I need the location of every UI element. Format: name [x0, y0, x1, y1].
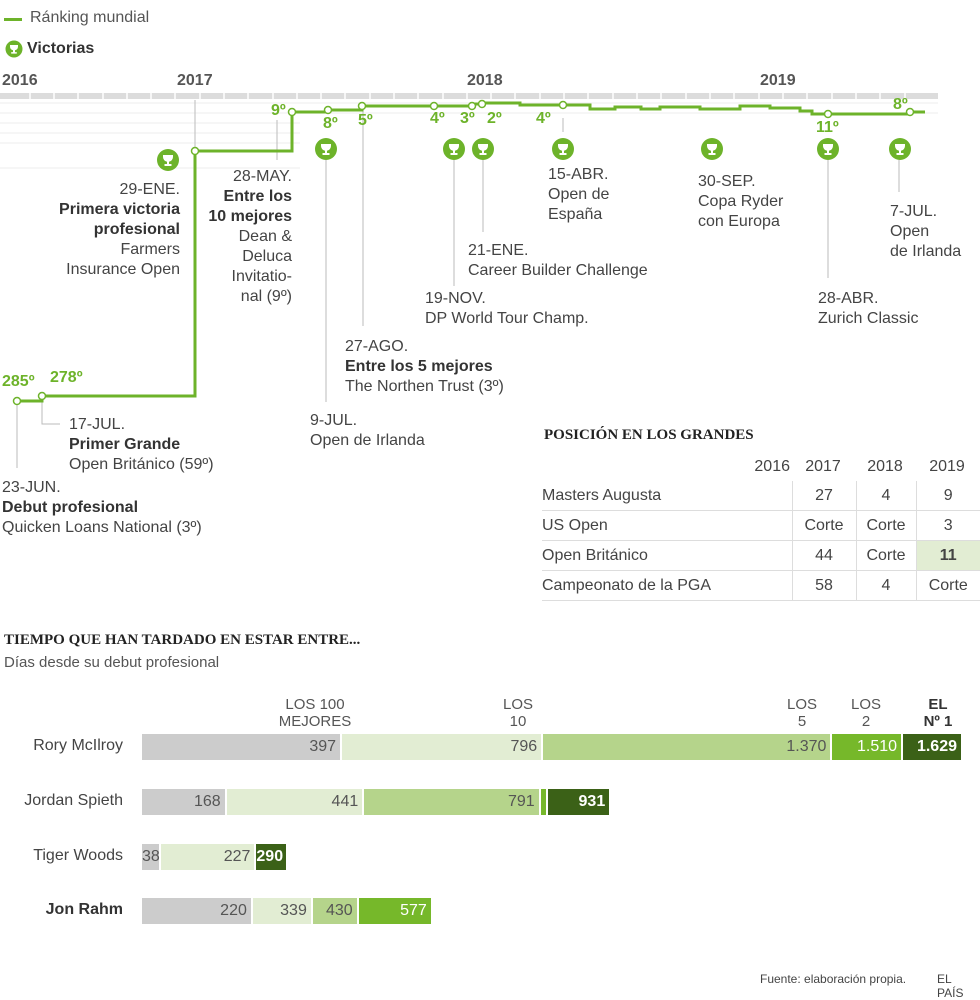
table-row: Open Británico 44 Corte 11	[542, 540, 980, 571]
event-open-espana: 15-ABR. Open de España	[548, 166, 610, 223]
trophy-icon	[5, 40, 23, 58]
milestone-label: LOS 100 MEJORES	[278, 696, 352, 730]
bar-segment: 1.510	[832, 734, 904, 760]
month-bar	[0, 93, 938, 99]
event-open-irlanda-2019: 7-JUL. Open de Irlanda	[890, 203, 962, 260]
rank-label: 278º	[50, 369, 83, 386]
event-ryder-cup: 30-SEP. Copa Ryder con Europa	[698, 173, 784, 230]
event-debut: 23-JUN. Debut profesional Quicken Loans Na…	[2, 479, 202, 536]
bar-segment: 290	[256, 844, 289, 870]
ranking-legend-label: Ránking mundial	[30, 9, 150, 26]
grandes-table: 2016 2017 2018 2019 Masters Augusta 27 4 9…	[542, 452, 980, 601]
brand-label: EL PAÍS	[937, 972, 964, 1000]
source-note: Fuente: elaboración propia.	[760, 972, 907, 986]
player-name: Tiger Woods	[33, 847, 123, 864]
rank-label: 285º	[2, 373, 35, 390]
rank-label: 8º	[893, 96, 908, 113]
player-name: Jordan Spieth	[24, 792, 123, 809]
col-year: 2017	[805, 457, 841, 475]
milestone-label: LOS 2	[850, 696, 881, 730]
bar-segment: 227	[161, 844, 257, 870]
rank-label: 8º	[323, 115, 338, 132]
col-year: 2018	[867, 457, 903, 475]
bar-segment: 220	[142, 898, 253, 924]
trophy-icon	[817, 138, 839, 160]
bar-segment: 168	[142, 789, 227, 815]
rank-label: 3º	[460, 110, 475, 127]
milestone-label: LOS 10	[502, 696, 533, 730]
bar-chart-subtitle: Días desde su debut profesional	[4, 654, 220, 671]
event-top5: 27-AGO. Entre los 5 mejores The Northen Tr…	[345, 338, 504, 395]
col-year: 2016	[754, 457, 790, 475]
event-zurich: 28-ABR. Zurich Classic	[818, 290, 919, 327]
victorias-legend-label: Victorias	[27, 40, 95, 57]
leader-lines	[16, 100, 900, 468]
ranking-legend-line	[4, 18, 22, 21]
player-name: Rory McIlroy	[33, 737, 123, 754]
col-year: 2019	[929, 457, 965, 475]
bar-segment: 397	[142, 734, 343, 760]
bar-segment: 577	[358, 898, 433, 924]
milestone-label: LOS 5	[786, 696, 817, 730]
ranking-markers	[12, 99, 915, 406]
milestone-label: EL Nº 1	[923, 696, 953, 730]
trophy-markers	[157, 138, 911, 171]
event-open-irlanda-2017: 9-JUL. Open de Irlanda	[310, 412, 425, 449]
year-label: 2019	[760, 72, 796, 89]
rank-label: 11º	[816, 119, 839, 136]
bar-segment: 791	[364, 789, 541, 815]
trophy-icon	[889, 138, 911, 160]
event-primera-victoria: 29-ENE. Primera victoria profesional Farme…	[59, 181, 180, 278]
bar-segment: 1.629	[903, 734, 963, 760]
rank-label: 4º	[430, 110, 445, 127]
event-primer-grande: 17-JUL. Primer Grande Open Británico (59º)	[69, 416, 214, 473]
bar-segment: 796	[342, 734, 544, 760]
bar-segment: 38	[142, 844, 162, 870]
grandes-header: 2016 2017 2018 2019	[542, 452, 980, 481]
event-career-builder: 21-ENE. Career Builder Challenge	[468, 242, 648, 279]
table-row: US Open Corte Corte 3	[542, 510, 980, 541]
year-label: 2017	[177, 72, 213, 89]
trophy-icon	[443, 138, 465, 160]
player-name: Jon Rahm	[45, 901, 123, 918]
trophy-icon	[157, 149, 179, 171]
grandes-title: POSICIÓN EN LOS GRANDES	[544, 427, 754, 443]
bar-segment: 931	[548, 789, 612, 815]
trophy-icon	[552, 138, 574, 160]
trophy-icon	[701, 138, 723, 160]
bar-segment: 430	[312, 898, 359, 924]
bar-segment: 1.370	[543, 734, 833, 760]
ranking-line	[17, 101, 925, 403]
rank-label: 4º	[536, 110, 551, 127]
rank-label: 2º	[487, 110, 502, 127]
bar-segment: 339	[252, 898, 313, 924]
gridlines	[0, 102, 938, 169]
bar-segment	[540, 789, 549, 815]
year-label: 2018	[467, 72, 503, 89]
ranking-timeline	[0, 93, 938, 468]
rank-label: 9º	[271, 102, 286, 119]
year-label: 2016	[2, 72, 38, 89]
trophy-icon	[315, 138, 337, 160]
rank-label: 5º	[358, 112, 373, 129]
trophy-icon	[472, 138, 494, 160]
bar-segment: 441	[226, 789, 365, 815]
bar-chart-title: TIEMPO QUE HAN TARDADO EN ESTAR ENTRE...	[4, 632, 361, 648]
table-row: Masters Augusta 27 4 9	[542, 481, 980, 511]
event-top10: 28-MAY. Entre los 10 mejores Dean & Deluca I…	[208, 168, 292, 305]
table-row: Campeonato de la PGA 58 4 Corte	[542, 570, 980, 601]
highlight-cell: 11	[915, 540, 980, 571]
event-dp-world: 19-NOV. DP World Tour Champ.	[425, 290, 589, 327]
